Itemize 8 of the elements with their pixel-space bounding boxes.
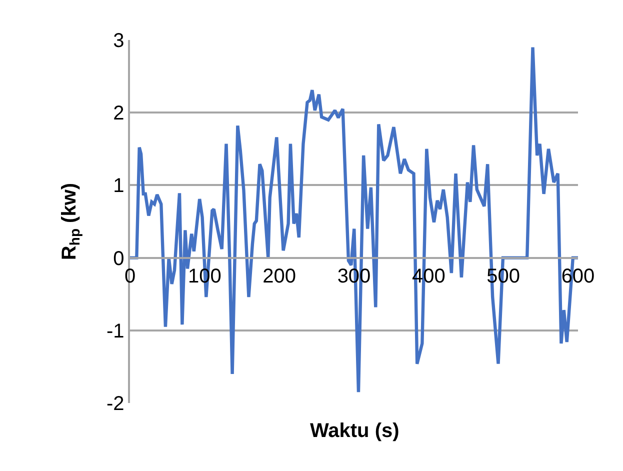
y-tick-label: -2 — [106, 393, 124, 415]
y-tick-label: 0 — [113, 248, 124, 270]
y-tick-label: 3 — [113, 30, 124, 52]
y-tick-label: 1 — [113, 175, 124, 198]
x-axis-title: Waktu (s) — [310, 420, 400, 442]
x-tick-label: 200 — [262, 266, 296, 288]
y-tick-label: 2 — [113, 102, 124, 125]
y-tick-label: -1 — [106, 320, 124, 342]
